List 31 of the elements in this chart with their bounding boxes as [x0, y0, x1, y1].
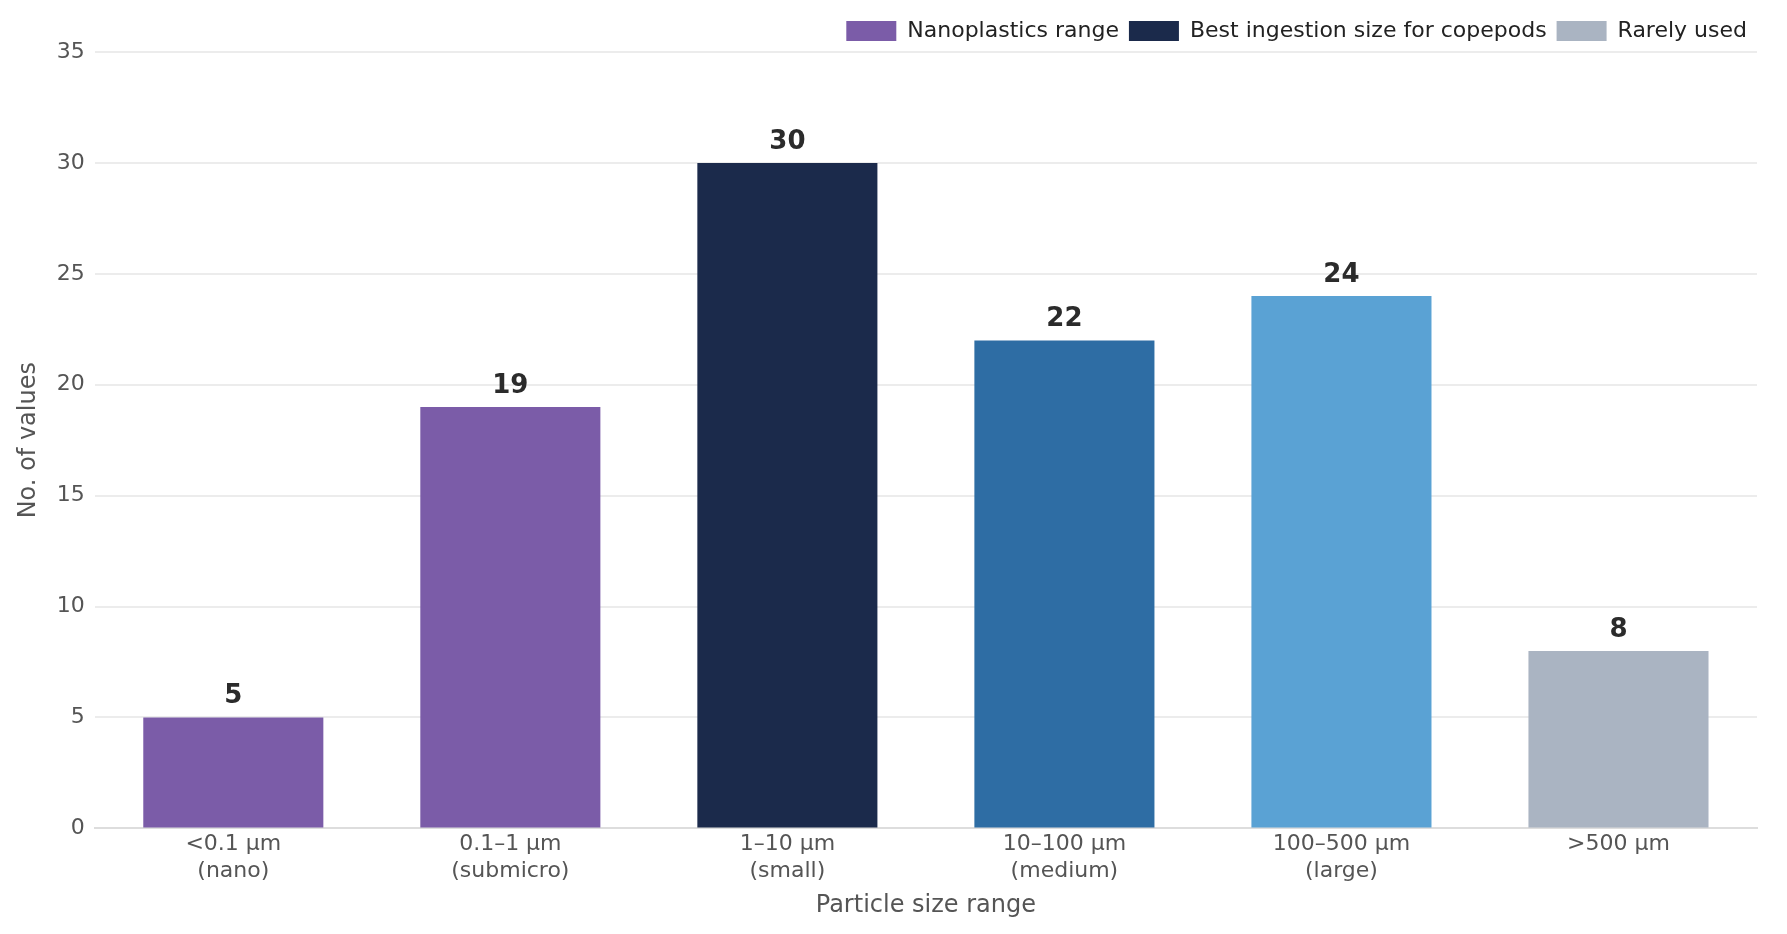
- y-tick-label: 10: [56, 592, 85, 618]
- data-label: 24: [1323, 257, 1360, 288]
- x-tick-label: 1–10 µm (small): [739, 830, 836, 882]
- data-label: 30: [769, 124, 806, 155]
- data-label: 22: [1046, 302, 1083, 333]
- y-tick-label: 20: [56, 370, 85, 396]
- y-tick-label: 0: [70, 814, 85, 840]
- data-label: 8: [1609, 612, 1628, 643]
- bar: [1251, 296, 1432, 828]
- x-tick-label: <0.1 µm (nano): [185, 830, 282, 882]
- y-tick-label: 35: [56, 37, 85, 63]
- legend-label: Rarely used: [1617, 16, 1748, 42]
- x-axis-title: Particle size range: [815, 889, 1037, 918]
- data-label: 5: [224, 679, 243, 710]
- y-tick-label: 30: [56, 148, 85, 174]
- y-tick-label: 25: [56, 259, 85, 285]
- bar: [697, 162, 878, 828]
- x-tick-label: 100–500 µm (large): [1272, 830, 1411, 882]
- bar: [420, 406, 601, 828]
- bar: [143, 717, 324, 828]
- bar: [974, 340, 1155, 828]
- x-tick-label: >500 µm: [1567, 830, 1670, 856]
- legend-label: Nanoplastics range: [907, 16, 1119, 42]
- bar: [1528, 650, 1709, 828]
- legend-label: Best ingestion size for copepods: [1189, 16, 1547, 42]
- y-tick-label: 5: [70, 703, 85, 729]
- x-tick-label: 0.1–1 µm (submicro): [451, 830, 570, 882]
- x-tick-label: 10–100 µm (medium): [1002, 830, 1127, 882]
- y-axis-title: No. of values: [12, 362, 41, 519]
- y-tick-label: 15: [56, 481, 85, 507]
- data-label: 19: [492, 368, 529, 399]
